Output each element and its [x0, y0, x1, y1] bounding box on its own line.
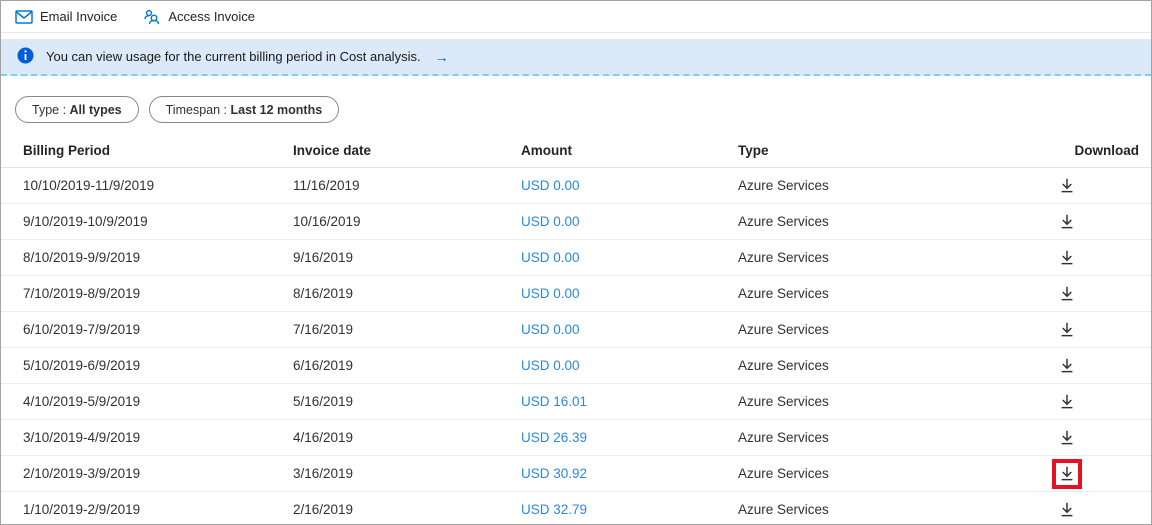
billing-period-cell: 5/10/2019-6/9/2019: [23, 358, 141, 373]
access-invoice-button[interactable]: Access Invoice: [143, 9, 255, 25]
download-icon[interactable]: [1058, 285, 1076, 303]
type-cell: Azure Services: [738, 358, 829, 373]
billing-period-cell: 2/10/2019-3/9/2019: [23, 466, 141, 481]
table-row: 8/10/2019-9/9/2019 9/16/2019 USD 0.00 Az…: [1, 240, 1151, 276]
email-icon: [15, 9, 33, 24]
billing-period-cell: 1/10/2019-2/9/2019: [23, 502, 141, 517]
command-bar: Email Invoice Access Invoice: [1, 1, 1151, 33]
amount-link[interactable]: USD 0.00: [521, 358, 580, 373]
download-icon[interactable]: [1058, 249, 1076, 267]
timespan-filter-value: Last 12 months: [230, 102, 323, 117]
amount-link[interactable]: USD 16.01: [521, 394, 588, 409]
access-invoice-label: Access Invoice: [168, 9, 256, 24]
type-filter-pill[interactable]: Type : All types: [15, 96, 139, 123]
amount-link[interactable]: USD 0.00: [521, 322, 580, 337]
amount-link[interactable]: USD 0.00: [521, 214, 580, 229]
billing-period-cell: 7/10/2019-8/9/2019: [23, 286, 141, 301]
table-row: 1/10/2019-2/9/2019 2/16/2019 USD 32.79 A…: [1, 492, 1151, 524]
download-icon[interactable]: [1058, 465, 1076, 483]
type-filter-label: Type: [32, 102, 60, 117]
invoice-date-cell: 10/16/2019: [293, 214, 361, 229]
table-header-row: Billing Period Invoice date Amount Type …: [1, 133, 1151, 168]
header-type: Type: [738, 142, 769, 158]
amount-link[interactable]: USD 0.00: [521, 178, 580, 193]
table-row-highlighted: 2/10/2019-3/9/2019 3/16/2019 USD 30.92 A…: [1, 456, 1151, 492]
invoice-date-cell: 2/16/2019: [293, 502, 354, 517]
filter-separator: :: [220, 102, 231, 117]
type-cell: Azure Services: [738, 466, 829, 481]
filter-separator: :: [59, 102, 70, 117]
table-row: 10/10/2019-11/9/2019 11/16/2019 USD 0.00…: [1, 168, 1151, 204]
billing-period-cell: 3/10/2019-4/9/2019: [23, 430, 141, 445]
info-icon: [17, 47, 34, 67]
type-filter-value: All types: [69, 102, 122, 117]
info-banner: You can view usage for the current billi…: [1, 39, 1151, 76]
cost-analysis-arrow-link[interactable]: →: [434, 48, 449, 65]
billing-period-cell: 9/10/2019-10/9/2019: [23, 214, 148, 229]
invoice-date-cell: 6/16/2019: [293, 358, 354, 373]
type-cell: Azure Services: [738, 178, 829, 193]
invoice-date-cell: 3/16/2019: [293, 466, 354, 481]
amount-link[interactable]: USD 0.00: [521, 286, 580, 301]
type-cell: Azure Services: [738, 286, 829, 301]
billing-period-cell: 4/10/2019-5/9/2019: [23, 394, 141, 409]
billing-period-cell: 10/10/2019-11/9/2019: [23, 178, 155, 193]
table-row: 6/10/2019-7/9/2019 7/16/2019 USD 0.00 Az…: [1, 312, 1151, 348]
highlight-box: [1052, 458, 1082, 489]
timespan-filter-label: Timespan: [165, 102, 221, 117]
invoice-date-cell: 8/16/2019: [293, 286, 354, 301]
banner-text: You can view usage for the current billi…: [46, 49, 421, 64]
table-row: 9/10/2019-10/9/2019 10/16/2019 USD 0.00 …: [1, 204, 1151, 240]
table-row: 5/10/2019-6/9/2019 6/16/2019 USD 0.00 Az…: [1, 348, 1151, 384]
billing-period-cell: 6/10/2019-7/9/2019: [23, 322, 141, 337]
invoice-date-cell: 9/16/2019: [293, 250, 354, 265]
invoice-date-cell: 11/16/2019: [293, 178, 360, 193]
table-row: 7/10/2019-8/9/2019 8/16/2019 USD 0.00 Az…: [1, 276, 1151, 312]
invoice-date-cell: 7/16/2019: [293, 322, 354, 337]
type-cell: Azure Services: [738, 214, 829, 229]
invoice-date-cell: 5/16/2019: [293, 394, 354, 409]
billing-period-cell: 8/10/2019-9/9/2019: [23, 250, 141, 265]
download-icon[interactable]: [1058, 393, 1076, 411]
invoice-date-cell: 4/16/2019: [293, 430, 354, 445]
type-cell: Azure Services: [738, 502, 829, 517]
amount-link[interactable]: USD 32.79: [521, 502, 588, 517]
table-row: 3/10/2019-4/9/2019 4/16/2019 USD 26.39 A…: [1, 420, 1151, 456]
download-icon[interactable]: [1058, 321, 1076, 339]
people-icon: [143, 9, 161, 25]
header-billing-period: Billing Period: [23, 142, 111, 158]
download-icon[interactable]: [1058, 429, 1076, 447]
email-invoice-button[interactable]: Email Invoice: [15, 9, 117, 24]
amount-link[interactable]: USD 30.92: [521, 466, 588, 481]
amount-link[interactable]: USD 26.39: [521, 430, 588, 445]
invoices-table: Billing Period Invoice date Amount Type …: [1, 133, 1151, 524]
type-cell: Azure Services: [738, 250, 829, 265]
download-icon[interactable]: [1058, 357, 1076, 375]
header-invoice-date: Invoice date: [293, 142, 372, 158]
download-icon[interactable]: [1058, 213, 1076, 231]
table-row: 4/10/2019-5/9/2019 5/16/2019 USD 16.01 A…: [1, 384, 1151, 420]
email-invoice-label: Email Invoice: [40, 9, 118, 24]
type-cell: Azure Services: [738, 430, 829, 445]
type-cell: Azure Services: [738, 322, 829, 337]
download-icon[interactable]: [1058, 177, 1076, 195]
type-cell: Azure Services: [738, 394, 829, 409]
header-amount: Amount: [521, 142, 572, 158]
download-icon[interactable]: [1058, 501, 1076, 519]
timespan-filter-pill[interactable]: Timespan : Last 12 months: [148, 96, 340, 123]
filter-bar: Type : All types Timespan : Last 12 mont…: [15, 96, 1151, 123]
header-download: Download: [1074, 142, 1140, 158]
amount-link[interactable]: USD 0.00: [521, 250, 580, 265]
